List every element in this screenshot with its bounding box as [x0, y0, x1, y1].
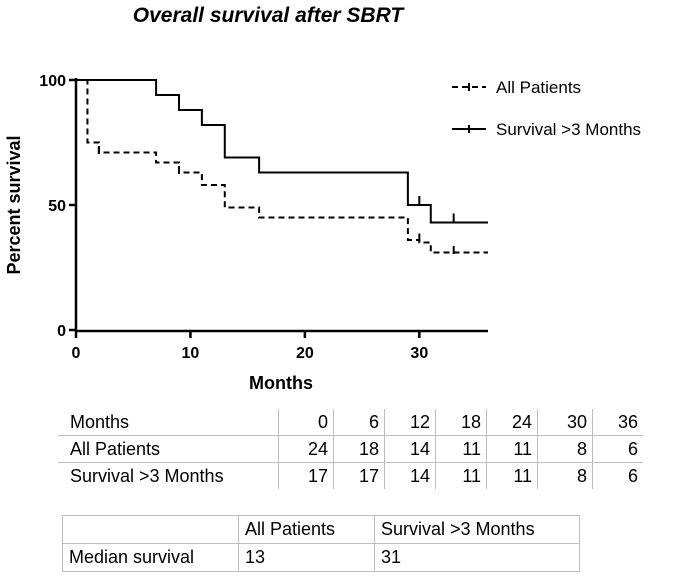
- legend-label: All Patients: [496, 78, 581, 97]
- risk-timepoint: 6: [333, 409, 385, 436]
- median-value: 31: [374, 543, 580, 572]
- y-axis-label: Percent survival: [4, 135, 24, 274]
- median-header: All Patients: [238, 515, 375, 544]
- risk-cell: 11: [435, 462, 487, 489]
- series-line-all-patients: [76, 79, 488, 254]
- risk-cell: 24: [278, 435, 334, 463]
- survival-chart: Overall survival after SBRT Percent surv…: [4, 4, 641, 393]
- risk-cell: 8: [537, 462, 593, 489]
- x-axis-label: Months: [249, 373, 313, 393]
- risk-timepoint: 12: [384, 409, 436, 436]
- risk-cell: 18: [333, 435, 385, 463]
- risk-table-header-row: Months 0 6 12 18 24 30 36: [58, 409, 643, 436]
- risk-cell: 14: [384, 462, 436, 489]
- risk-row-label: Survival >3 Months: [70, 465, 224, 486]
- median-row: Median survival 13 31: [62, 543, 580, 572]
- risk-table-row: All Patients 24 18 14 11 11 8 6: [58, 435, 643, 463]
- risk-cell: 17: [333, 462, 385, 489]
- series-line-survival-over-3-months: [76, 79, 488, 224]
- risk-cell: 8: [537, 435, 593, 463]
- axes: 0 50 100 0 10 20 30: [39, 73, 488, 362]
- y-tick-label: 0: [57, 323, 66, 340]
- risk-table: Months 0 6 12 18 24 30 36 All Patients 2…: [58, 409, 643, 489]
- risk-cell: 14: [384, 435, 436, 463]
- x-tick-label: 0: [72, 345, 81, 362]
- risk-header-label: Months: [58, 409, 279, 436]
- risk-timepoint: 18: [435, 409, 487, 436]
- risk-timepoint: 30: [537, 409, 593, 436]
- median-survival-table: All Patients Survival >3 Months Median s…: [62, 515, 580, 572]
- risk-cell: 11: [435, 435, 487, 463]
- legend: All Patients Survival >3 Months: [452, 78, 641, 139]
- median-value: 13: [238, 543, 375, 572]
- chart-title: Overall survival after SBRT: [133, 4, 406, 27]
- risk-cell: 11: [486, 462, 538, 489]
- x-tick-label: 20: [296, 345, 314, 362]
- risk-cell: 11: [486, 435, 538, 463]
- median-header-row: All Patients Survival >3 Months: [62, 515, 580, 544]
- risk-timepoint: 0: [278, 409, 334, 436]
- risk-cell: 6: [592, 435, 643, 463]
- risk-timepoint: 24: [486, 409, 538, 436]
- x-tick-label: 30: [410, 345, 428, 362]
- risk-cell: 17: [278, 462, 334, 489]
- risk-table-row: Survival >3 Months 17 17 14 11 11 8 6: [58, 462, 643, 489]
- risk-timepoint: 36: [592, 409, 643, 436]
- median-row-label: Median survival: [62, 543, 239, 572]
- y-tick-label: 100: [39, 73, 66, 90]
- risk-row-label: All Patients: [58, 435, 279, 463]
- median-header: Survival >3 Months: [374, 515, 580, 544]
- median-header-blank: [62, 515, 239, 544]
- y-tick-label: 50: [48, 198, 66, 215]
- series-layer: [76, 79, 488, 254]
- risk-cell: 6: [592, 462, 643, 489]
- x-tick-label: 10: [182, 345, 200, 362]
- legend-label: Survival >3 Months: [496, 120, 641, 139]
